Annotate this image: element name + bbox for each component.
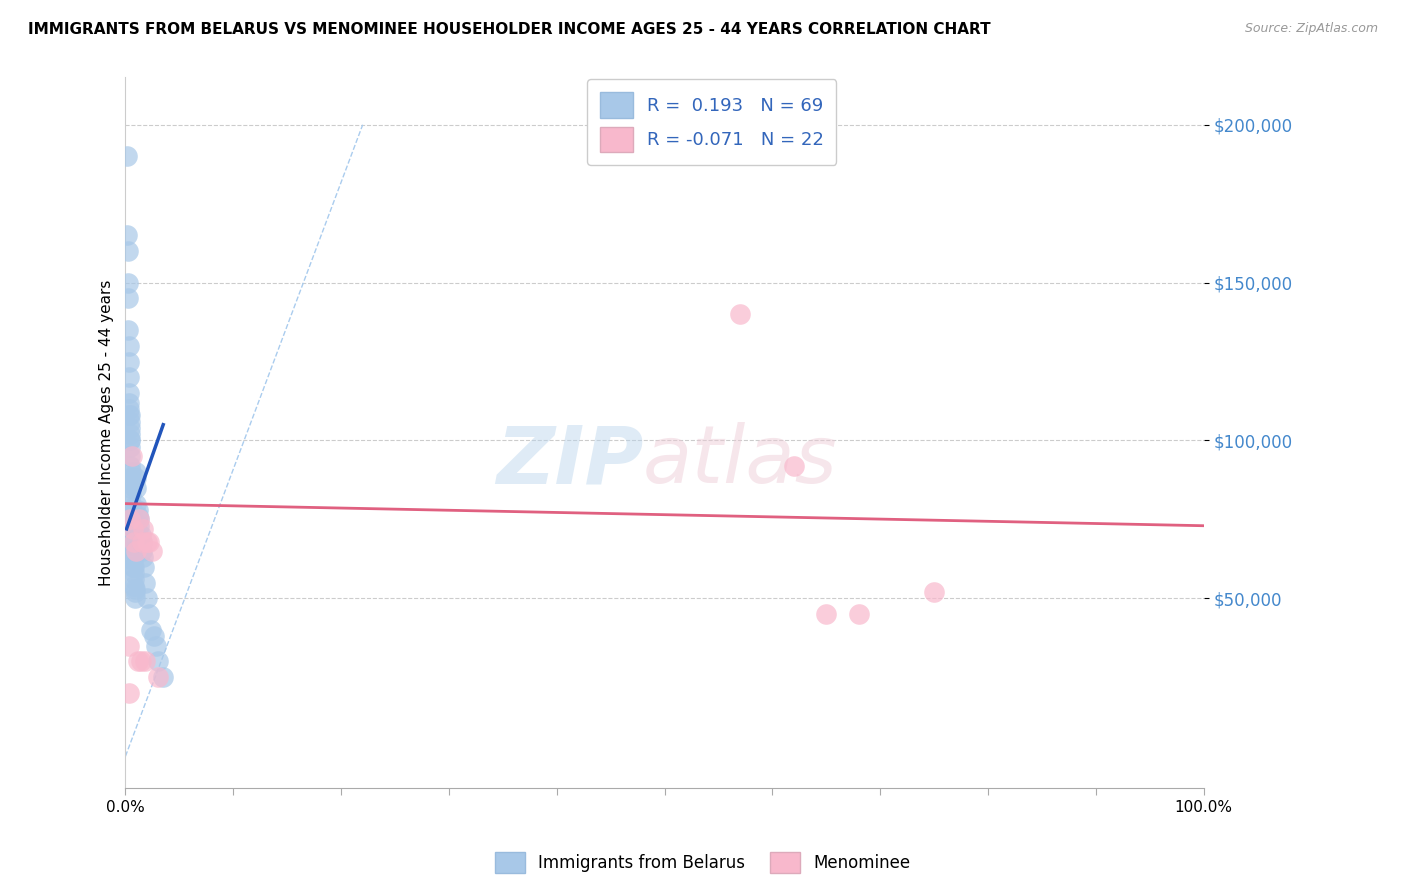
Point: [118, 450, 141, 464]
Point: [138, 607, 160, 621]
Point: [117, 292, 139, 306]
Point: [117, 323, 139, 337]
Point: [152, 670, 174, 684]
Point: [120, 471, 142, 485]
Point: [131, 534, 153, 549]
Point: [815, 607, 838, 621]
Point: [124, 582, 146, 596]
Point: [118, 434, 141, 448]
Point: [138, 534, 160, 549]
Point: [125, 497, 148, 511]
Point: [131, 534, 153, 549]
Point: [118, 458, 141, 473]
Point: [783, 458, 806, 473]
Point: [122, 559, 145, 574]
Point: [127, 655, 149, 669]
Point: [118, 409, 141, 423]
Point: [117, 276, 139, 290]
Point: [122, 559, 145, 574]
Point: [120, 481, 142, 495]
Point: [136, 591, 159, 606]
Point: [122, 550, 145, 565]
Point: [124, 585, 146, 599]
Text: ZIP: ZIP: [496, 422, 643, 500]
Point: [118, 639, 141, 653]
Point: [122, 553, 145, 567]
Point: [121, 522, 143, 536]
Point: [146, 655, 169, 669]
Point: [118, 339, 141, 353]
Point: [848, 607, 870, 621]
Point: [122, 534, 145, 549]
Point: [120, 465, 142, 479]
Y-axis label: Householder Income Ages 25 - 44 years: Householder Income Ages 25 - 44 years: [100, 279, 114, 586]
Point: [118, 686, 141, 700]
Point: [118, 401, 141, 416]
Point: [121, 503, 143, 517]
Point: [118, 395, 141, 409]
Point: [127, 509, 149, 524]
Point: [128, 518, 150, 533]
Point: [129, 528, 152, 542]
Point: [122, 566, 145, 580]
Point: [117, 244, 139, 258]
Point: [128, 512, 150, 526]
Point: [118, 386, 141, 401]
Point: [124, 591, 146, 606]
Point: [121, 528, 143, 542]
Point: [118, 434, 141, 448]
Point: [118, 370, 141, 384]
Text: IMMIGRANTS FROM BELARUS VS MENOMINEE HOUSEHOLDER INCOME AGES 25 - 44 YEARS CORRE: IMMIGRANTS FROM BELARUS VS MENOMINEE HOU…: [28, 22, 991, 37]
Legend: Immigrants from Belarus, Menominee: Immigrants from Belarus, Menominee: [488, 846, 918, 880]
Point: [120, 487, 142, 501]
Point: [134, 575, 156, 590]
Point: [118, 354, 141, 368]
Point: [132, 522, 155, 536]
Text: atlas: atlas: [643, 422, 838, 500]
Point: [122, 544, 145, 558]
Point: [122, 538, 145, 552]
Point: [121, 450, 143, 464]
Point: [120, 503, 142, 517]
Point: [131, 544, 153, 558]
Point: [115, 228, 138, 243]
Point: [132, 559, 155, 574]
Point: [128, 512, 150, 526]
Point: [122, 579, 145, 593]
Legend: R =  0.193   N = 69, R = -0.071   N = 22: R = 0.193 N = 69, R = -0.071 N = 22: [588, 79, 837, 165]
Point: [728, 307, 751, 321]
Point: [121, 534, 143, 549]
Point: [146, 670, 169, 684]
Point: [118, 427, 141, 442]
Point: [118, 440, 141, 454]
Point: [120, 477, 142, 491]
Point: [125, 544, 148, 558]
Point: [142, 629, 165, 643]
Point: [141, 544, 163, 558]
Point: [129, 655, 152, 669]
Point: [134, 655, 156, 669]
Point: [122, 573, 145, 587]
Point: [136, 534, 159, 549]
Point: [118, 512, 141, 526]
Point: [127, 503, 149, 517]
Point: [118, 415, 141, 429]
Text: Source: ZipAtlas.com: Source: ZipAtlas.com: [1244, 22, 1378, 36]
Point: [122, 522, 145, 536]
Point: [115, 149, 138, 163]
Point: [125, 481, 148, 495]
Point: [118, 421, 141, 435]
Point: [125, 465, 148, 479]
Point: [132, 550, 155, 565]
Point: [121, 518, 143, 533]
Point: [121, 512, 143, 526]
Point: [121, 509, 143, 524]
Point: [145, 639, 167, 653]
Point: [141, 623, 163, 637]
Point: [125, 471, 148, 485]
Point: [922, 585, 945, 599]
Point: [120, 497, 142, 511]
Point: [118, 409, 141, 423]
